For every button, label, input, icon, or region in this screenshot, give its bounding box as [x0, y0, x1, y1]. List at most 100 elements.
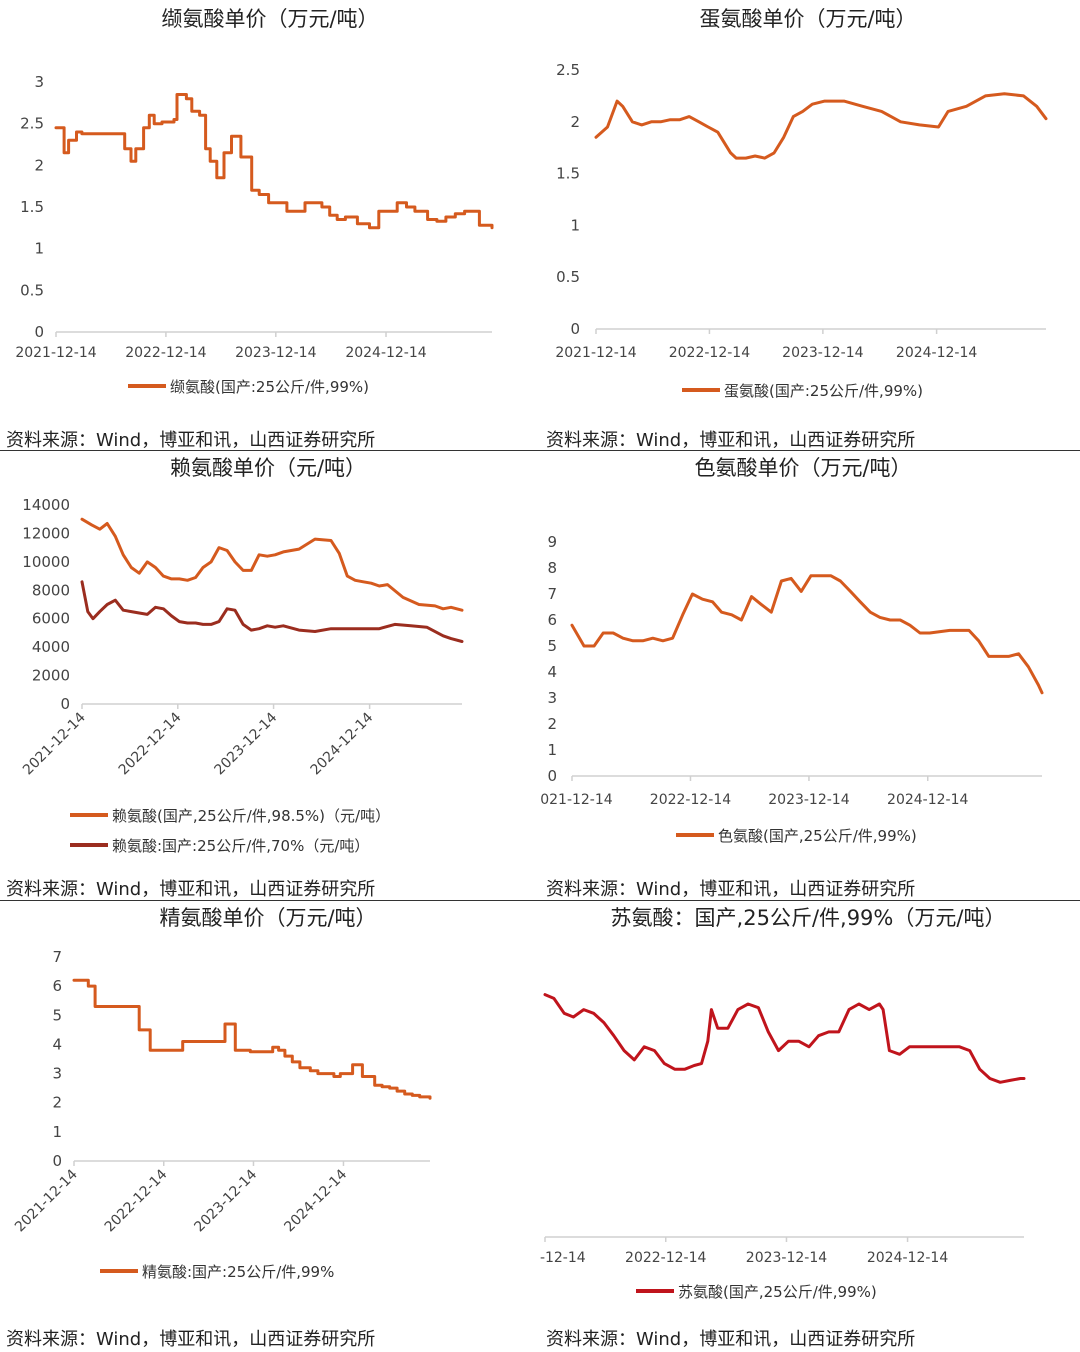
methionine-chart-panel: 蛋氨酸单价（万元/吨） 0 0.5 1 1.5 2 2.5 2021-12-14 2022-12… [540, 0, 1080, 450]
y-tick-label: 0.5 [20, 281, 44, 299]
y-tick-label: 0 [52, 1152, 62, 1170]
y-tick-label: 3 [52, 1065, 62, 1083]
y-tick-label: 0 [547, 767, 557, 785]
x-tick-label: 2023-12-14 [782, 345, 863, 361]
y-tick-label: 2.5 [20, 115, 44, 133]
y-tick-label: 2000 [32, 667, 70, 685]
series-line [54, 93, 494, 230]
y-tick-label: 6 [52, 977, 62, 995]
x-tick-label: 2024-12-14 [867, 1250, 948, 1266]
row-divider [0, 450, 1080, 451]
chart-title: 缬氨酸单价（万元/吨） [161, 7, 378, 31]
y-tick-label: 7 [547, 585, 557, 603]
source-note: 资料来源：Wind，博亚和讯，山西证券研究所 [546, 1329, 915, 1350]
x-tick-label: 2021-12-14 [540, 1250, 586, 1266]
valine-chart: 缬氨酸单价（万元/吨） 0 0.5 1 1.5 2 2.5 3 2021-12-14 2022-1… [6, 7, 494, 450]
chart-title: 色氨酸单价（万元/吨） [694, 456, 911, 480]
series-line [543, 993, 1026, 1084]
legend-label: 精氨酸:国产:25公斤/件,99% [142, 1263, 334, 1281]
series-line [570, 574, 1044, 695]
x-tick-label: 2021-12-14 [540, 792, 613, 808]
y-tick-label: 6000 [32, 610, 70, 628]
legend-label: 赖氨酸:国产:25公斤/件,70%（元/吨） [112, 837, 369, 855]
x-tick-label: 2022-12-14 [669, 345, 750, 361]
arginine-chart-panel: 精氨酸单价（万元/吨） 0 1 2 3 4 5 6 7 2021-12-14 2022-12-14 2… [0, 901, 540, 1352]
x-tick-label: 2024-12-14 [887, 792, 968, 808]
legend-label: 蛋氨酸(国产:25公斤/件,99%) [724, 382, 923, 400]
y-tick-label: 9 [547, 533, 557, 551]
y-tick-label: 4 [52, 1035, 62, 1053]
x-tick-label: 2023-12-14 [746, 1250, 827, 1266]
y-tick-label: 5 [547, 637, 557, 655]
y-tick-label: 1 [34, 240, 44, 258]
x-tick-label: 2024-12-14 [308, 709, 377, 778]
x-tick-label: 2024-12-14 [345, 345, 426, 361]
legend-label: 苏氨酸(国产,25公斤/件,99%) [678, 1283, 877, 1301]
source-note: 资料来源：Wind，博亚和讯，山西证券研究所 [6, 1329, 375, 1350]
y-tick-label: 12000 [22, 524, 70, 542]
y-tick-label: 4 [547, 663, 557, 681]
source-note: 资料来源：Wind，博亚和讯，山西证券研究所 [6, 879, 375, 900]
y-tick-label: 0.5 [556, 268, 580, 286]
y-tick-label: 5 [52, 1006, 62, 1024]
series-line [72, 978, 432, 1100]
methionine-chart: 蛋氨酸单价（万元/吨） 0 0.5 1 1.5 2 2.5 2021-12-14 2022-12… [546, 7, 1048, 450]
series-line [594, 92, 1048, 160]
x-tick-label: 2022-12-14 [650, 792, 731, 808]
y-tick-label: 3 [34, 73, 44, 91]
x-tick-label: 2021-12-14 [20, 709, 89, 778]
y-tick-label: 2 [34, 156, 44, 174]
lysine-chart-panel: 赖氨酸单价（元/吨） 0 2000 4000 6000 8000 10000 12000 140… [0, 451, 540, 900]
y-tick-label: 6 [547, 611, 557, 629]
y-tick-label: 2.5 [556, 61, 580, 79]
threonine-chart: 苏氨酸：国产,25公斤/件,99%（万元/吨）00.20.40.60.811.2… [540, 906, 1026, 1350]
x-tick-label: 2023-12-14 [212, 709, 281, 778]
arginine-chart: 精氨酸单价（万元/吨） 0 1 2 3 4 5 6 7 2021-12-14 2022-12-14 2… [6, 906, 432, 1350]
x-tick-label: 2022-12-14 [102, 1166, 171, 1235]
y-tick-label: 8 [547, 559, 557, 577]
tryptophan-chart: 色氨酸单价（万元/吨） 0 1 2 3 4 5 6 7 8 9 2021-12-14 2022-12-1… [540, 456, 1044, 900]
x-tick-label: 2022-12-14 [116, 709, 185, 778]
x-tick-label: 2022-12-14 [125, 345, 206, 361]
y-tick-label: 14000 [22, 496, 70, 514]
source-note: 资料来源：Wind，博亚和讯，山西证券研究所 [546, 430, 915, 450]
y-tick-label: 1 [52, 1123, 62, 1141]
x-tick-label: 2023-12-14 [768, 792, 849, 808]
y-tick-label: 3 [547, 689, 557, 707]
x-tick-label: 2023-12-14 [191, 1166, 260, 1235]
valine-chart-panel: 缬氨酸单价（万元/吨） 0 0.5 1 1.5 2 2.5 3 2021-12-14 2022-1… [0, 0, 540, 450]
chart-title: 赖氨酸单价（元/吨） [170, 456, 366, 480]
x-tick-label: 2021-12-14 [555, 345, 636, 361]
source-note: 资料来源：Wind，博亚和讯，山西证券研究所 [546, 879, 915, 900]
y-tick-label: 1 [547, 741, 557, 759]
x-tick-label: 2022-12-14 [625, 1250, 706, 1266]
y-tick-label: 7 [52, 948, 62, 966]
chart-title: 精氨酸单价（万元/吨） [159, 906, 376, 930]
x-tick-label: 2023-12-14 [235, 345, 316, 361]
row-divider [0, 900, 1080, 901]
y-tick-label: 4000 [32, 638, 70, 656]
x-tick-label: 2021-12-14 [12, 1166, 81, 1235]
lysine-chart: 赖氨酸单价（元/吨） 0 2000 4000 6000 8000 10000 12000 140… [6, 456, 464, 900]
y-tick-label: 0 [34, 323, 44, 341]
x-tick-label: 2024-12-14 [281, 1166, 350, 1235]
chart-title: 苏氨酸：国产,25公斤/件,99%（万元/吨） [611, 906, 1006, 930]
y-tick-label: 8000 [32, 581, 70, 599]
legend-label: 缬氨酸(国产:25公斤/件,99%) [170, 378, 369, 396]
legend-label: 色氨酸(国产,25公斤/件,99%) [718, 827, 917, 845]
series-line [80, 517, 464, 612]
y-tick-label: 2 [52, 1094, 62, 1112]
chart-title: 蛋氨酸单价（万元/吨） [699, 7, 916, 31]
y-tick-label: 0 [570, 320, 580, 338]
x-tick-label: 2021-12-14 [15, 345, 96, 361]
y-tick-label: 2 [547, 715, 557, 733]
y-tick-label: 1 [570, 216, 580, 234]
legend-label: 赖氨酸(国产,25公斤/件,98.5%)（元/吨） [112, 807, 390, 825]
series-line [80, 580, 464, 643]
y-tick-label: 2 [570, 113, 580, 131]
tryptophan-chart-panel: 色氨酸单价（万元/吨） 0 1 2 3 4 5 6 7 8 9 2021-12-14 2022-12-1… [540, 451, 1080, 900]
threonine-chart-panel: 苏氨酸：国产,25公斤/件,99%（万元/吨） 0 0.2 0.4 0.6 0.8 1 1.2… [540, 901, 1080, 1352]
y-tick-label: 10000 [22, 553, 70, 571]
source-note: 资料来源：Wind，博亚和讯，山西证券研究所 [6, 430, 375, 450]
